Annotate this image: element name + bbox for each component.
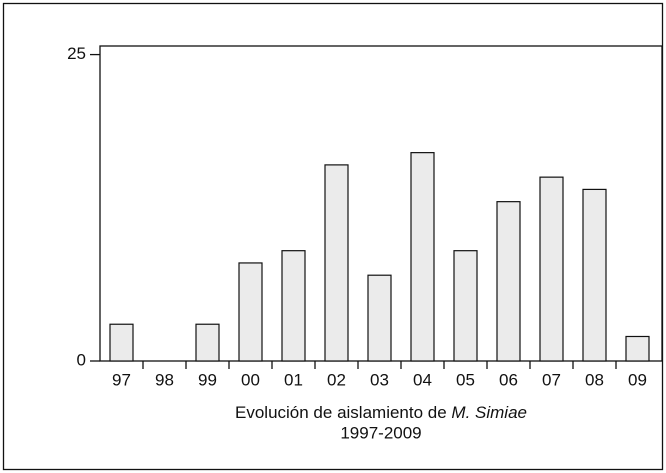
x-tick-label: 02	[327, 370, 346, 389]
bar	[539, 176, 564, 362]
x-tick-label: 03	[370, 370, 389, 389]
x-tick-label: 99	[198, 370, 217, 389]
x-label-italic: M. Simiae	[451, 403, 527, 422]
x-tick-label: 97	[112, 370, 131, 389]
bar	[582, 188, 607, 362]
bar	[625, 335, 650, 362]
y-tick-label: 0	[77, 350, 86, 369]
bar	[195, 323, 220, 362]
x-tick-label: 01	[284, 370, 303, 389]
x-axis-label-2: 1997-2009	[340, 423, 421, 442]
x-label-text: Evolución de aislamiento de	[235, 403, 447, 422]
bar	[453, 250, 478, 362]
x-tick-label: 04	[413, 370, 432, 389]
x-axis-label: Evolución de aislamiento de M. Simiae	[235, 403, 527, 422]
y-tick-label: 25	[67, 44, 86, 63]
x-tick-label: 08	[585, 370, 604, 389]
bar	[367, 274, 392, 362]
bar	[238, 262, 263, 362]
bar	[410, 152, 435, 362]
x-tick-label: 09	[628, 370, 647, 389]
x-tick-label: 05	[456, 370, 475, 389]
x-tick-label: 98	[155, 370, 174, 389]
x-tick-label: 00	[241, 370, 260, 389]
bar	[281, 250, 306, 362]
bar	[496, 201, 521, 362]
bar	[324, 164, 349, 362]
bar	[109, 323, 134, 362]
x-tick-label: 06	[499, 370, 518, 389]
x-tick-label: 07	[542, 370, 561, 389]
